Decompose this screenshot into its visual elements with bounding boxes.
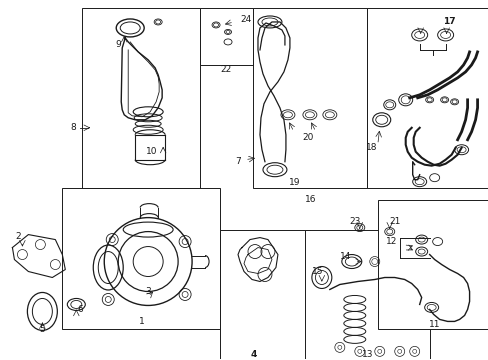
Text: 13: 13	[361, 350, 373, 359]
Text: 17: 17	[443, 18, 455, 27]
Text: 14: 14	[340, 252, 351, 261]
Text: 20: 20	[302, 133, 313, 142]
Text: 18: 18	[366, 143, 377, 152]
Text: 1: 1	[139, 317, 145, 326]
Text: 4: 4	[250, 350, 257, 359]
Text: 9: 9	[115, 40, 121, 49]
Text: 12: 12	[385, 237, 397, 246]
Text: 2: 2	[16, 232, 21, 241]
Text: 7: 7	[235, 157, 241, 166]
Bar	[82, 8, 200, 188]
Bar	[62, 188, 220, 329]
Bar	[252, 8, 366, 188]
Bar	[200, 8, 252, 65]
Text: 15: 15	[311, 267, 323, 276]
Text: 22: 22	[220, 66, 231, 75]
Text: 23: 23	[348, 217, 360, 226]
Bar	[304, 230, 429, 359]
Text: 11: 11	[428, 320, 440, 329]
Bar	[377, 200, 488, 329]
Text: 5: 5	[40, 325, 45, 334]
Text: 16: 16	[305, 195, 316, 204]
Text: 19: 19	[288, 178, 300, 187]
Bar	[366, 8, 488, 188]
Text: 6: 6	[77, 305, 83, 314]
Text: 24: 24	[240, 15, 251, 24]
Text: 21: 21	[388, 217, 400, 226]
Text: 10: 10	[146, 147, 158, 156]
Bar	[220, 230, 309, 359]
Text: 8: 8	[70, 123, 76, 132]
Text: 3: 3	[145, 287, 151, 296]
